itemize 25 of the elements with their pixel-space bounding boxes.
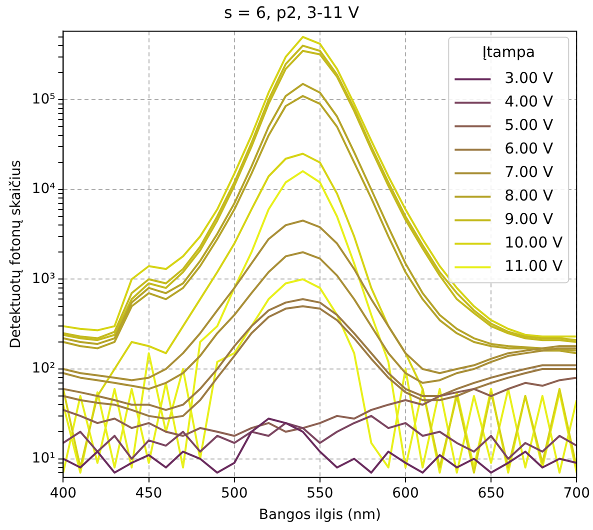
x-tick-label: 450 [135,485,162,502]
x-tick-label: 500 [220,485,248,502]
x-axis-title: Bangos ilgis (nm) [258,507,381,524]
chart-title: s = 6, p2, 3-11 V [224,2,360,22]
legend-label: 7.00 V [504,163,554,182]
x-tick-label: 550 [306,485,334,502]
legend-label: 4.00 V [504,92,554,111]
y-tick-label: 10⁵ [32,91,56,108]
legend-label: 8.00 V [504,186,554,205]
y-tick-label: 10² [32,360,56,377]
legend-label: 5.00 V [504,116,554,134]
y-tick-label: 10¹ [32,450,56,466]
legend-title: Įtampa [482,43,536,62]
x-tick-label: 700 [563,485,590,502]
legend-label: 6.00 V [504,140,554,158]
x-tick-label: 400 [50,485,77,502]
legend-label: 11.00 V [504,257,564,276]
y-tick-label: 10⁴ [32,181,56,198]
y-tick-label: 10³ [32,270,56,287]
legend-label: 3.00 V [504,69,554,88]
x-tick-label: 650 [478,485,504,502]
legend-label: 9.00 V [504,210,554,228]
legend-label: 10.00 V [504,234,564,252]
x-tick-label: 600 [392,485,419,502]
y-axis-title: Detektuotų fotonų skaičius [8,160,24,349]
